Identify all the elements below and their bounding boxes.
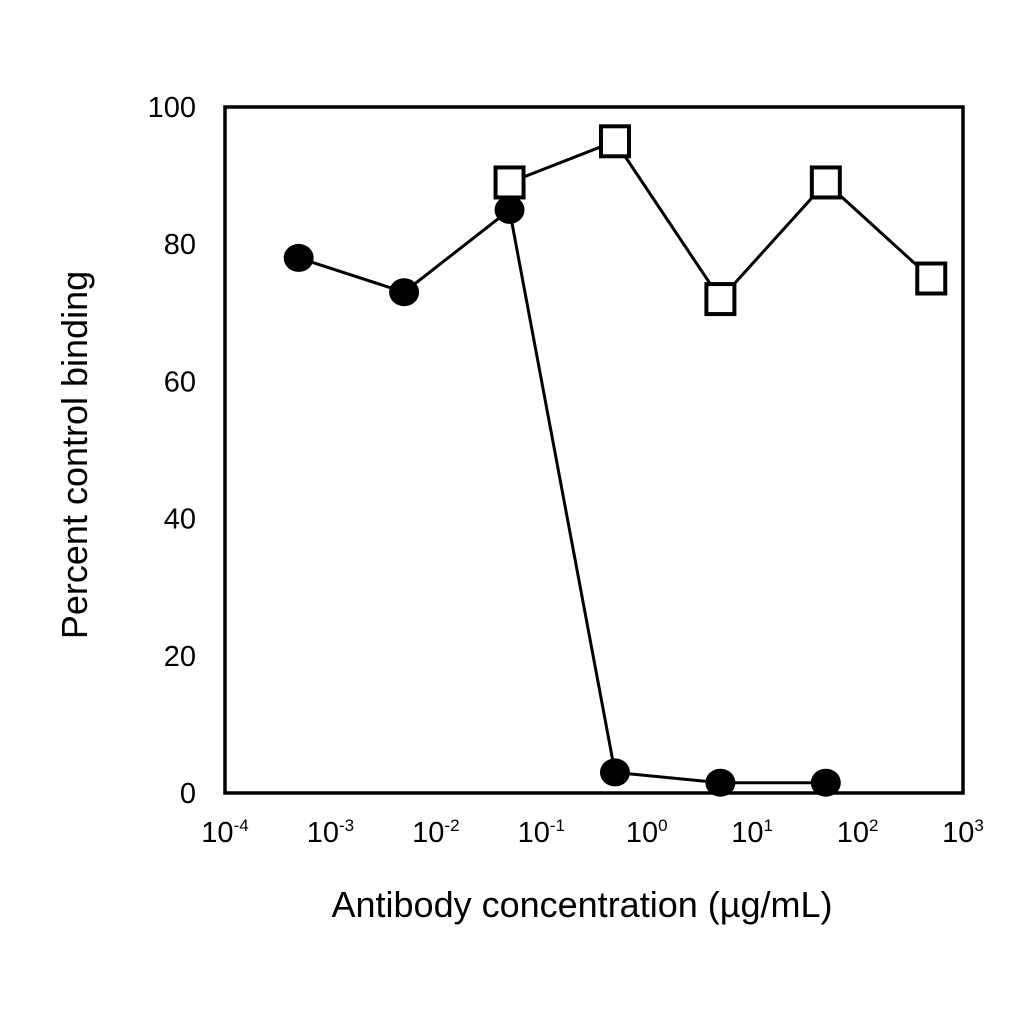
x-tick-label: 101: [731, 816, 773, 849]
y-tick-label: 60: [164, 366, 196, 398]
y-axis-title: Percent control binding: [54, 271, 95, 639]
y-tick-label: 80: [164, 229, 196, 261]
data-point-circle: [599, 758, 630, 787]
x-tick-label: 10-2: [412, 816, 459, 849]
data-point-circle: [810, 768, 841, 797]
series-lines: [298, 139, 933, 785]
data-point-square: [704, 282, 737, 317]
data-point-square: [915, 261, 948, 296]
x-tick-label: 100: [626, 816, 668, 849]
x-tick-label: 10-4: [201, 816, 248, 849]
data-point-circle: [705, 768, 736, 797]
series-markers: [283, 124, 948, 797]
data-point-circle: [494, 195, 525, 224]
y-axis-ticks: 0 20 40 60 80 100: [148, 92, 196, 810]
y-tick-label: 20: [164, 641, 196, 673]
series-line-open-squares: [508, 139, 933, 301]
data-point-circle: [389, 278, 420, 307]
data-point-square: [493, 165, 526, 200]
data-point-square: [598, 124, 631, 159]
x-axis-title: Antibody concentration (µg/mL): [332, 884, 833, 925]
x-tick-label: 10-3: [307, 816, 354, 849]
data-point-circle: [283, 243, 314, 272]
plot-area-frame: [223, 105, 965, 795]
y-tick-label: 100: [148, 92, 196, 124]
x-tick-label: 103: [942, 816, 984, 849]
data-point-square: [809, 165, 842, 200]
x-tick-label: 10-1: [518, 816, 565, 849]
x-axis-ticks: 10-4 10-3 10-2 10-1 100 101 102 103: [201, 816, 984, 849]
series-line-filled-circles: [298, 208, 826, 785]
x-tick-label: 102: [837, 816, 879, 849]
y-tick-label: 0: [180, 778, 196, 810]
y-tick-label: 40: [164, 504, 196, 536]
